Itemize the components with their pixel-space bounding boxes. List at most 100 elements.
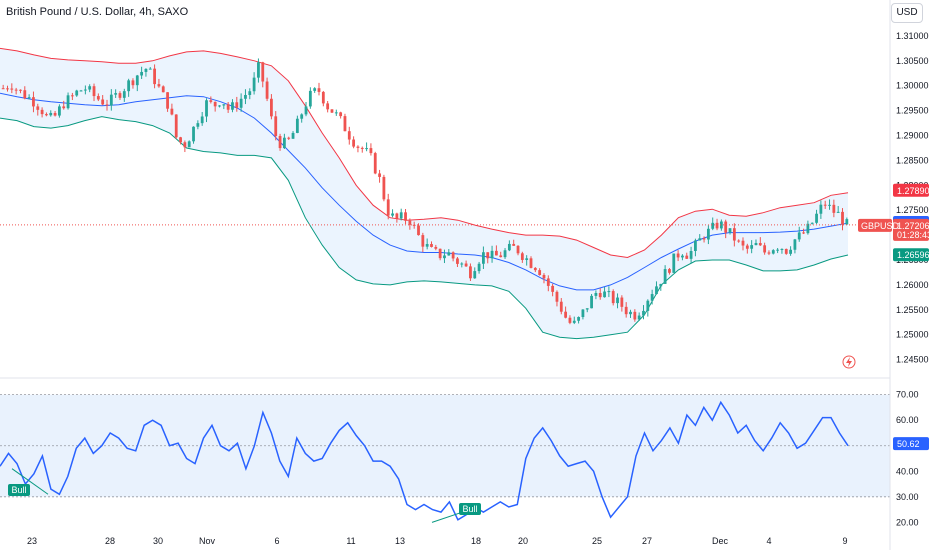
candle-body (771, 250, 775, 254)
time-tick-label: 28 (105, 536, 115, 546)
candle-body (750, 245, 754, 249)
candle-body (724, 221, 728, 233)
candle-body (36, 106, 40, 110)
price-pane (0, 47, 890, 340)
candle-body (391, 213, 394, 216)
candle-body (118, 93, 122, 98)
candle-body (148, 68, 152, 70)
candle-body (282, 137, 286, 149)
candle-body (525, 258, 529, 260)
last-price-tag: 1.27206 (897, 221, 930, 231)
rsi-tick-label: 30.00 (896, 492, 919, 502)
candle-body (663, 269, 667, 284)
candle-body (174, 114, 178, 138)
candle-body (88, 86, 92, 90)
candle-body (79, 90, 83, 92)
countdown-tag: 01:28:43 (897, 230, 932, 240)
candle-body (659, 283, 663, 287)
candle-body (196, 123, 200, 127)
candle-body (399, 212, 403, 219)
candle-body (326, 103, 330, 110)
time-tick-label: 6 (274, 536, 279, 546)
candle-body (616, 297, 619, 304)
rsi-tick-label: 40.00 (896, 466, 919, 476)
candle-body (702, 238, 706, 240)
time-tick-label: 11 (346, 536, 355, 546)
candle-body (828, 204, 831, 206)
candle-body (490, 250, 494, 259)
candle-body (135, 75, 139, 86)
candle-body (507, 243, 511, 251)
candle-body (732, 228, 736, 241)
candle-body (538, 270, 542, 276)
candle-body (278, 136, 282, 149)
price-tags: 1.278901.272431.2720601:28:43GBPUSD1.265… (858, 183, 932, 451)
price-tick-label: 1.28500 (896, 155, 929, 165)
candle-body (503, 250, 507, 258)
symbol-tag: GBPUSD (861, 221, 900, 231)
candle-body (598, 293, 602, 298)
candle-body (594, 293, 598, 296)
candle-body (218, 105, 221, 107)
lightning-icon-circle (842, 355, 856, 369)
candle-body (789, 249, 792, 254)
candle-body (676, 253, 680, 258)
candle-body (244, 94, 247, 99)
bollinger-basis-line (0, 92, 849, 291)
candle-body (58, 106, 61, 116)
candle-body (1, 88, 5, 90)
candle-body (568, 317, 572, 323)
candle-body (144, 68, 148, 72)
candle-body (270, 98, 273, 117)
candle-body (32, 97, 35, 107)
candle-body (96, 96, 100, 100)
candle-body (780, 248, 784, 250)
time-tick-label: 4 (766, 536, 771, 546)
candle-body (10, 88, 14, 90)
candle-body (832, 204, 836, 213)
candle-body (23, 90, 27, 99)
candle-body (581, 309, 585, 318)
price-tick-label: 1.25000 (896, 330, 929, 340)
candle-body (179, 137, 182, 143)
currency-selector[interactable]: USD (891, 3, 923, 23)
candle-body (257, 62, 260, 78)
rsi-tick-label: 70.00 (896, 390, 919, 400)
candle-body (685, 255, 689, 259)
candle-body (763, 245, 767, 253)
candle-body (386, 199, 390, 216)
chart-title: British Pound / U.S. Dollar, 4h, SAXO (6, 6, 189, 18)
candle-body (14, 89, 18, 91)
candle-body (577, 317, 580, 321)
candle-body (564, 311, 568, 318)
candle-body (317, 88, 321, 92)
candle-body (291, 132, 295, 139)
bb-lower-tag: 1.26596 (897, 250, 930, 260)
candle-body (231, 102, 234, 110)
candle-body (183, 142, 187, 148)
candle-body (520, 253, 524, 260)
bull-signal-badge (8, 484, 30, 496)
price-tick-label: 1.30000 (896, 81, 929, 91)
symbol-tag-bg (858, 218, 892, 232)
candle-body (62, 106, 66, 109)
candle-body (330, 109, 334, 113)
bollinger-lower-line (0, 116, 849, 340)
candle-body (728, 228, 732, 233)
candle-body (378, 173, 381, 177)
candle-body (711, 222, 715, 229)
candle-body (261, 62, 265, 82)
candle-body (572, 320, 576, 323)
candle-body (607, 291, 611, 293)
candle-body (140, 71, 144, 76)
candle-body (494, 250, 498, 256)
candle-body (633, 311, 637, 320)
candle-body (382, 176, 386, 200)
candle-body (464, 263, 468, 267)
candle-body (127, 80, 131, 92)
candle-body (815, 213, 818, 223)
candle-body (408, 220, 412, 225)
candle-body (19, 89, 22, 91)
candle-body (105, 104, 109, 106)
